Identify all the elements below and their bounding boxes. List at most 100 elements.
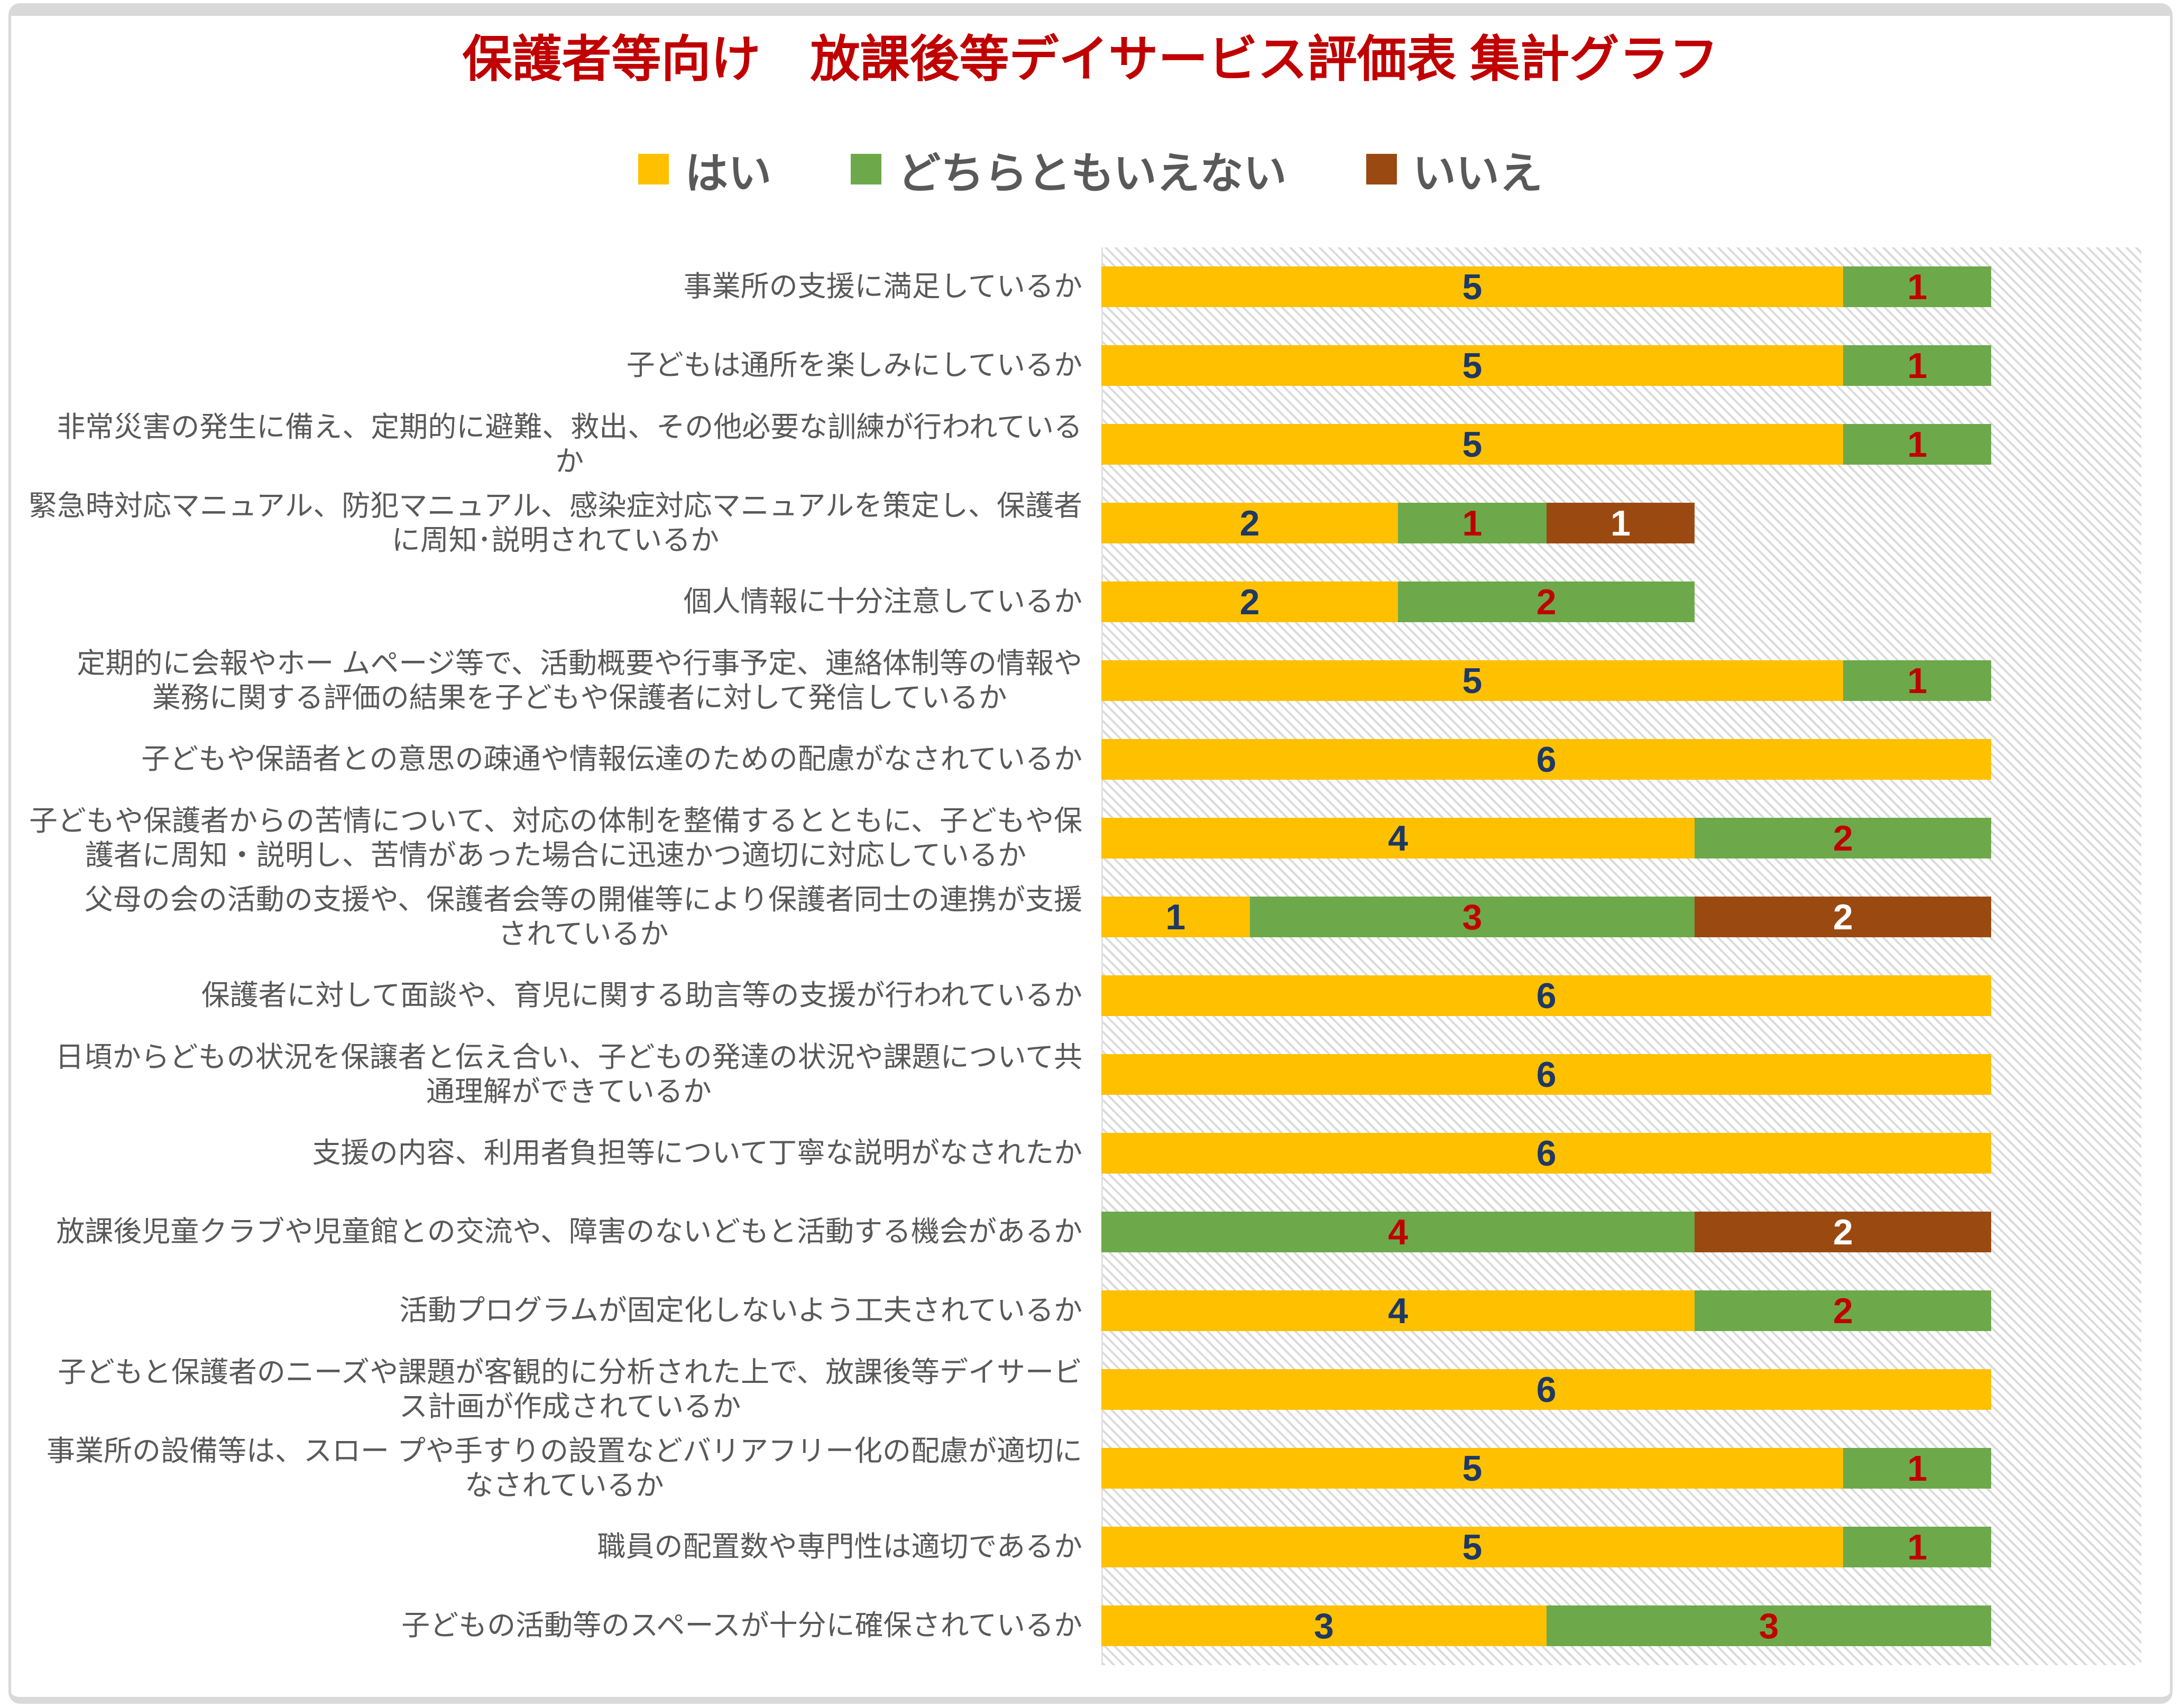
legend-item-yes: はい [638, 138, 771, 201]
plot-area-background [1101, 247, 2141, 1665]
bar-value-label: 2 [1833, 1212, 1853, 1252]
bar-segment-yes: 6 [1101, 1369, 1992, 1410]
legend-item-no: いいえ [1366, 138, 1543, 201]
bar-value-label: 3 [1462, 897, 1483, 937]
bar-value-label: 1 [1907, 424, 1928, 465]
category-label-cell: 定期的に会報やホー ムページ等で、活動概要や行事予定、連絡体制等の情報や 業務に… [0, 647, 1101, 715]
category-label: 緊急時対応マニュアル、防犯マニュアル、感染症対応マニュアルを策定し、保護者 に周… [28, 490, 1082, 556]
category-label-cell: 子どもや保語者との意思の疎通や情報伝達のための配慮がなされているか [0, 742, 1101, 777]
bar-value-label: 5 [1462, 660, 1483, 701]
category-label: 子どもの活動等のスペースが十分に確保されているか [401, 1610, 1082, 1641]
bar-segment-yes: 2 [1101, 581, 1398, 622]
bar-segment-neutral: 3 [1249, 897, 1695, 937]
bar-track: 6 [1101, 975, 2140, 1016]
bar-value-label: 5 [1462, 266, 1483, 307]
bar-segment-neutral: 1 [1843, 660, 1992, 701]
stacked-bar: 1 3 2 [1101, 897, 1992, 937]
category-label: 非常災害の発生に備え、定期的に避難、救出、その他必要な訓練が行われている か [57, 411, 1082, 477]
category-label-cell: 職員の配置数や専門性は適切であるか [0, 1530, 1101, 1564]
bar-segment-yes: 6 [1101, 1133, 1992, 1174]
bar-segment-neutral: 4 [1101, 1212, 1695, 1252]
bar-track: 6 [1101, 739, 2140, 780]
legend: はい どちらともいえない いいえ [0, 133, 2181, 205]
bar-segment-neutral: 2 [1695, 818, 1992, 858]
bar-segment-yes: 5 [1101, 266, 1843, 307]
category-label-cell: 事業所の設備等は、スロー プや手すりの設置などバリアフリー化の配慮が適切に なさ… [0, 1434, 1101, 1503]
bar-value-label: 5 [1462, 1448, 1483, 1489]
bar-track: 1 3 2 [1101, 897, 2140, 937]
bar-value-label: 1 [1907, 1448, 1928, 1489]
bar-segment-neutral: 1 [1398, 503, 1547, 543]
category-label-cell: 日頃からどもの状況を保譲者と伝え合い、子どもの発達の状況や課題について共 通理解… [0, 1040, 1101, 1109]
bar-value-label: 1 [1462, 503, 1483, 543]
chart-row: 定期的に会報やホー ムページ等で、活動概要や行事予定、連絡体制等の情報や 業務に… [0, 641, 2140, 720]
category-label: 父母の会の活動の支援や、保護者会等の開催等により保護者同士の連携が支援 されてい… [84, 883, 1082, 950]
chart-row: 緊急時対応マニュアル、防犯マニュアル、感染症対応マニュアルを策定し、保護者 に周… [0, 484, 2140, 562]
bar-value-label: 2 [1239, 581, 1260, 622]
category-label-cell: 子どもは通所を楽しみにしているか [0, 348, 1101, 383]
bar-segment-yes: 2 [1101, 503, 1398, 543]
category-label: 職員の配置数や専門性は適切であるか [597, 1531, 1082, 1563]
category-label: 子どもや保語者との意思の疎通や情報伝達のための配慮がなされているか [141, 743, 1082, 775]
category-label-cell: 個人情報に十分注意しているか [0, 585, 1101, 619]
bar-value-label: 6 [1536, 739, 1557, 780]
category-label: 事業所の支援に満足しているか [683, 271, 1082, 302]
bar-segment-yes: 1 [1101, 897, 1250, 937]
bar-value-label: 3 [1313, 1605, 1334, 1646]
stacked-bar: 6 [1101, 739, 1992, 780]
bar-segment-neutral: 2 [1695, 1290, 1992, 1331]
legend-label-neutral: どちらともいえない [897, 149, 1287, 198]
stacked-bar: 6 [1101, 1369, 1992, 1410]
bar-segment-yes: 5 [1101, 1527, 1843, 1567]
chart-row: 子どもや保語者との意思の疎通や情報伝達のための配慮がなされているか 6 [0, 720, 2140, 799]
category-label: 保護者に対して面談や、育児に関する助言等の支援が行われているか [201, 980, 1082, 1011]
category-label-cell: 放課後児童クラブや児童館との交流や、障害のないどもと活動する機会があるか [0, 1215, 1101, 1249]
bar-segment-yes: 5 [1101, 1448, 1843, 1489]
chart-row: 保護者に対して面談や、育児に関する助言等の支援が行われているか 6 [0, 956, 2140, 1035]
category-label-cell: 子どもの活動等のスペースが十分に確保されているか [0, 1609, 1101, 1643]
bar-value-label: 2 [1833, 1290, 1853, 1331]
bar-segment-yes: 4 [1101, 1290, 1695, 1331]
stacked-bar: 2 1 1 [1101, 503, 1695, 543]
bar-value-label: 6 [1536, 1054, 1557, 1095]
legend-swatch-no-icon [1366, 154, 1397, 184]
chart-row: 事業所の設備等は、スロー プや手すりの設置などバリアフリー化の配慮が適切に なさ… [0, 1429, 2140, 1508]
bar-value-label: 5 [1462, 345, 1483, 386]
legend-label-yes: はい [685, 149, 772, 198]
stacked-bar: 6 [1101, 1054, 1992, 1095]
bar-value-label: 1 [1165, 897, 1186, 937]
bar-segment-yes: 6 [1101, 975, 1992, 1016]
bar-track: 6 [1101, 1054, 2140, 1095]
category-label: 定期的に会報やホー ムページ等で、活動概要や行事予定、連絡体制等の情報や 業務に… [77, 647, 1082, 714]
category-label: 子どもは通所を楽しみにしているか [626, 349, 1082, 381]
bar-value-label: 4 [1388, 1290, 1409, 1331]
category-label: 個人情報に十分注意しているか [683, 586, 1082, 617]
bar-value-label: 6 [1536, 975, 1557, 1016]
bar-segment-no: 2 [1695, 897, 1992, 937]
bar-value-label: 6 [1536, 1369, 1557, 1410]
category-label-cell: 事業所の支援に満足しているか [0, 270, 1101, 304]
